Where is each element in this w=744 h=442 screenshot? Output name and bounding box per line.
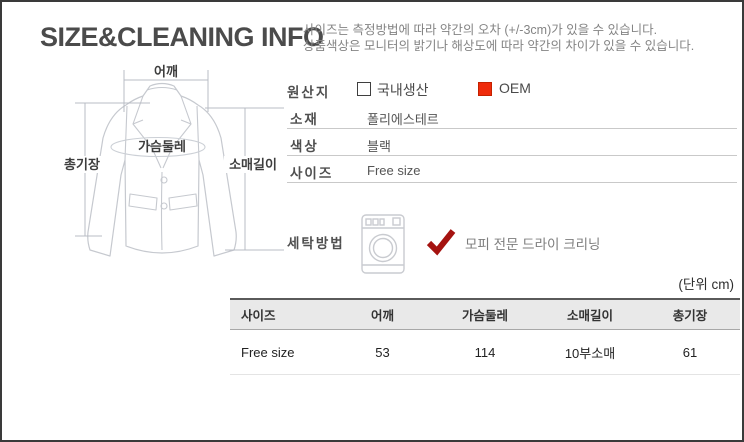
- domestic-label: 국내생산: [377, 82, 429, 98]
- measure-guides: [75, 70, 284, 251]
- size-table-data-row: Free size 53 114 10부소매 61: [230, 329, 740, 375]
- length-measure-label: 총기장: [64, 157, 100, 172]
- page-title: SIZE&CLEANING INFO: [40, 22, 324, 52]
- jacket-illustration: 어깨 가슴둘레 총기장 소매길이: [56, 64, 284, 257]
- cell-shoulder: 53: [335, 329, 430, 375]
- material-value: 폴리에스테르: [367, 112, 439, 127]
- origin-row: 원산지 국내생산 OEM: [287, 79, 737, 101]
- sleeve-measure-label: 소매길이: [229, 157, 277, 172]
- size-label: 사이즈: [290, 166, 334, 181]
- washing-instruction: 모피 전문 드라이 크리닝: [465, 237, 601, 252]
- domestic-checkbox-icon: [357, 82, 371, 96]
- header-length: 총기장: [640, 298, 740, 330]
- size-table: 사이즈 어깨 가슴둘레 소매길이 총기장 Free size 53 114 10…: [230, 298, 740, 375]
- washing-label: 세탁방법: [287, 236, 345, 251]
- disclaimer-text: 사이즈는 측정방법에 따라 약간의 오차 (+/-3cm)가 있을 수 있습니다…: [303, 22, 694, 54]
- size-table-header-row: 사이즈 어깨 가슴둘레 소매길이 총기장: [230, 298, 740, 330]
- header-chest: 가슴둘레: [430, 298, 540, 330]
- cell-chest: 114: [430, 329, 540, 375]
- check-icon: [426, 229, 456, 262]
- header-shoulder: 어깨: [335, 298, 430, 330]
- disclaimer-line-2: 상품색상은 모니터의 밝기나 해상도에 따라 약간의 차이가 있을 수 있습니다…: [303, 39, 695, 53]
- oem-label: OEM: [499, 80, 531, 96]
- unit-note: (단위 cm): [678, 277, 734, 292]
- cell-length: 61: [640, 329, 740, 375]
- washing-machine-icon: [360, 213, 406, 280]
- jacket-outline: [87, 82, 237, 257]
- color-label: 색상: [290, 139, 319, 154]
- chest-measure-label: 가슴둘레: [138, 139, 186, 154]
- material-label: 소재: [290, 112, 319, 127]
- oem-checkbox-icon: [478, 82, 492, 96]
- color-row: 색상 블랙: [287, 134, 737, 156]
- header-size: 사이즈: [230, 298, 335, 330]
- material-row: 소재 폴리에스테르: [287, 107, 737, 129]
- chest-measure-ellipse: [110, 136, 206, 158]
- washing-row: 세탁방법 모피 전문 드라이 크리닝: [287, 212, 737, 278]
- cell-size: Free size: [230, 329, 335, 375]
- size-value: Free size: [367, 163, 421, 178]
- size-diagram: 어깨 가슴둘레 총기장 소매길이: [40, 60, 292, 288]
- size-row: 사이즈 Free size: [287, 161, 737, 183]
- sleeve-label-backdrop: [224, 156, 282, 173]
- shoulder-measure-label: 어깨: [154, 64, 178, 79]
- header-sleeve: 소매길이: [540, 298, 640, 330]
- color-value: 블랙: [367, 139, 391, 154]
- disclaimer-line-1: 사이즈는 측정방법에 따라 약간의 오차 (+/-3cm)가 있을 수 있습니다…: [303, 23, 658, 37]
- jacket-details: [124, 86, 200, 251]
- origin-label: 원산지: [287, 85, 331, 100]
- cell-sleeve: 10부소매: [540, 329, 640, 375]
- length-label-backdrop: [56, 156, 108, 173]
